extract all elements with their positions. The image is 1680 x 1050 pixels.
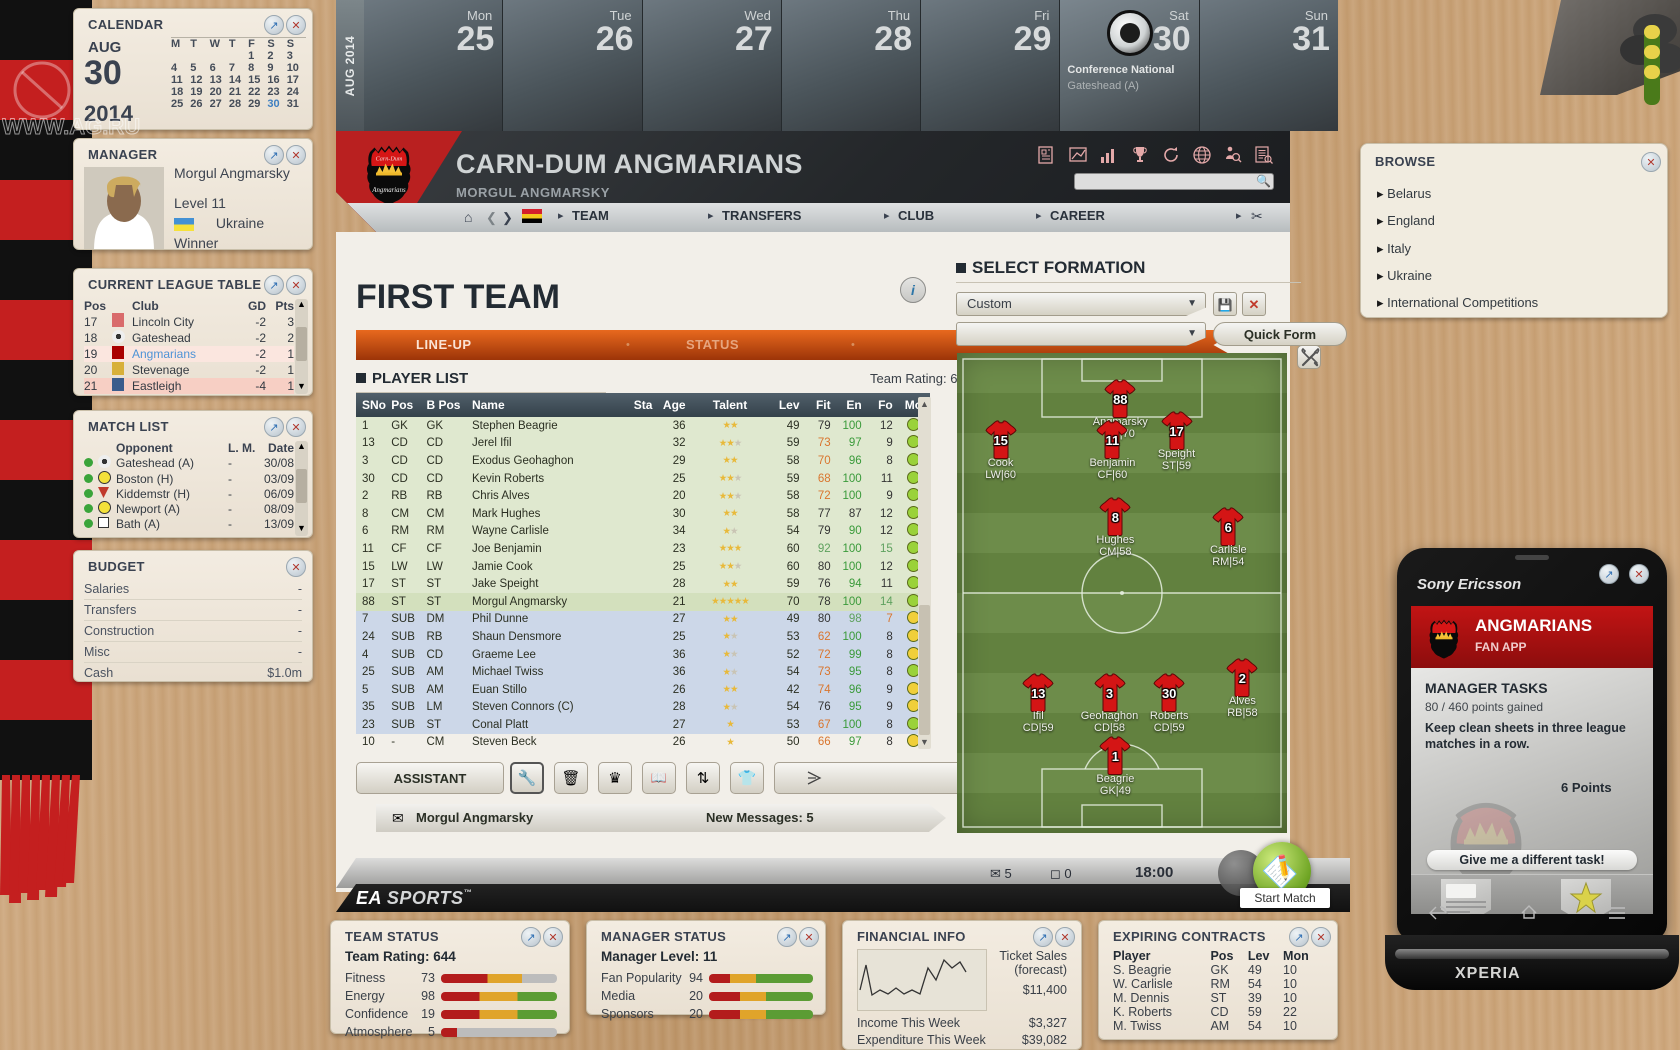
svg-text:Angmarians: Angmarians: [371, 187, 406, 194]
svg-text:Carn-Dum: Carn-Dum: [376, 156, 403, 163]
